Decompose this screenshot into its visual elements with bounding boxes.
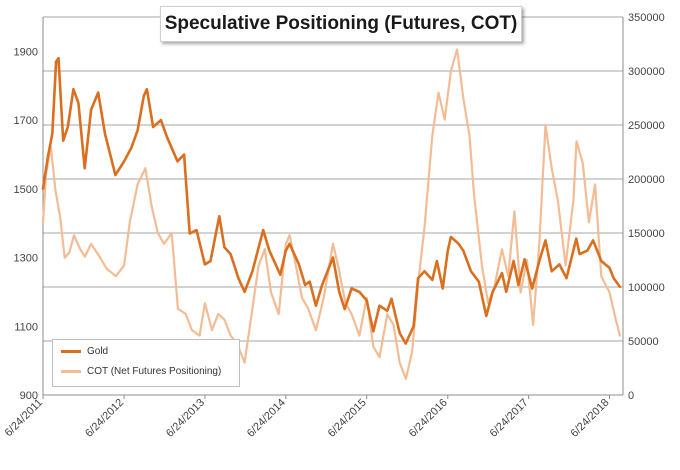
right-tick-label-150000: 150000 [628, 228, 665, 240]
left-tick-label-1300: 1300 [14, 253, 38, 265]
legend-item-gold: Gold [61, 346, 108, 357]
legend-item-cot: COT (Net Futures Positioning) [61, 366, 221, 377]
right-tick-label-300000: 300000 [628, 66, 665, 78]
right-tick-label-250000: 250000 [628, 120, 665, 132]
right-tick-label-350000: 350000 [628, 12, 665, 24]
x-tick-label-1: 6/24/2012 [83, 397, 126, 440]
legend: Gold COT (Net Futures Positioning) [52, 339, 240, 387]
legend-label-cot: COT (Net Futures Positioning) [87, 366, 222, 377]
chart-title-box: Speculative Positioning (Futures, COT) [160, 6, 522, 42]
right-tick-label-200000: 200000 [628, 174, 665, 186]
x-tick-label-7: 6/24/2018 [569, 397, 612, 440]
left-tick-label-1500: 1500 [14, 184, 38, 196]
x-tick-label-4: 6/24/2015 [326, 397, 369, 440]
right-tick-label-100000: 100000 [628, 282, 665, 294]
left-tick-label-1100: 1100 [14, 321, 38, 333]
left-tick-label-1700: 1700 [14, 115, 38, 127]
x-tick-label-0: 6/24/2011 [3, 397, 46, 440]
series-lines [41, 48, 622, 380]
x-tick-label-2: 6/24/2013 [164, 397, 207, 440]
right-tick-label-50000: 50000 [628, 336, 659, 348]
right-tick-label-0: 0 [628, 390, 634, 402]
left-tick-label-900: 900 [20, 390, 38, 402]
series-line-cot [41, 48, 622, 380]
x-tick-label-3: 6/24/2014 [245, 397, 288, 440]
left-tick-label-1900: 1900 [14, 46, 38, 58]
legend-swatch-gold [61, 350, 81, 353]
legend-label-gold: Gold [87, 346, 109, 357]
legend-swatch-cot [61, 370, 81, 373]
chart-title: Speculative Positioning (Futures, COT) [164, 13, 518, 34]
x-tick-label-6: 6/24/2017 [488, 397, 531, 440]
series-line-gold [41, 56, 622, 345]
x-tick-label-5: 6/24/2016 [407, 397, 450, 440]
